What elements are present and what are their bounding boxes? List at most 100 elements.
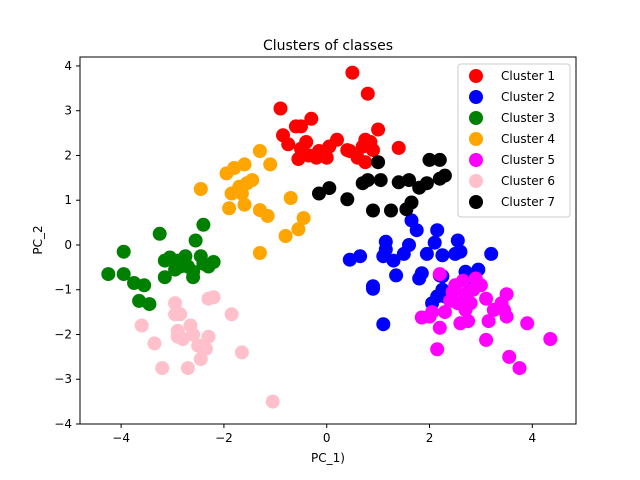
plot-border bbox=[79, 56, 577, 425]
data-point bbox=[237, 157, 252, 172]
data-point bbox=[404, 195, 419, 210]
data-point bbox=[186, 270, 201, 285]
data-point bbox=[345, 65, 360, 80]
data-point bbox=[450, 233, 465, 248]
data-point bbox=[479, 332, 494, 347]
data-point bbox=[234, 345, 249, 360]
y-tick-label: 4 bbox=[64, 59, 72, 73]
y-tick-label: 3 bbox=[64, 104, 72, 118]
data-point bbox=[402, 173, 416, 188]
data-point bbox=[371, 122, 386, 137]
legend-label: Cluster 6 bbox=[501, 174, 555, 188]
data-point bbox=[304, 111, 319, 126]
data-point bbox=[463, 296, 478, 311]
x-axis-label: PC_1) bbox=[311, 451, 345, 465]
data-point bbox=[437, 305, 452, 320]
x-tick-label: −4 bbox=[112, 431, 130, 445]
legend-box bbox=[457, 63, 571, 218]
data-point bbox=[360, 173, 375, 188]
data-point bbox=[201, 329, 216, 344]
legend-label: Cluster 5 bbox=[501, 153, 555, 167]
data-point bbox=[340, 192, 355, 207]
data-point bbox=[473, 278, 488, 293]
data-point bbox=[296, 211, 311, 226]
y-tick-label: −2 bbox=[54, 327, 72, 341]
data-point bbox=[512, 361, 527, 376]
data-point bbox=[376, 317, 391, 332]
data-point bbox=[273, 101, 288, 116]
data-point bbox=[134, 318, 149, 333]
data-point bbox=[386, 253, 401, 268]
data-point bbox=[402, 238, 416, 252]
data-point bbox=[425, 305, 440, 320]
data-point bbox=[196, 217, 211, 232]
data-point bbox=[384, 203, 398, 218]
series-7 bbox=[312, 152, 452, 218]
legend-marker bbox=[469, 174, 483, 188]
data-point bbox=[389, 268, 404, 283]
data-point bbox=[283, 191, 298, 205]
data-point bbox=[419, 176, 434, 191]
data-point bbox=[484, 246, 499, 261]
data-point bbox=[173, 307, 188, 322]
data-point bbox=[198, 341, 213, 356]
legend-marker bbox=[469, 111, 483, 125]
data-point bbox=[252, 246, 267, 260]
data-point bbox=[142, 297, 157, 312]
data-point bbox=[168, 296, 183, 311]
series-6 bbox=[134, 290, 280, 409]
data-point bbox=[499, 287, 514, 302]
series-5 bbox=[414, 267, 558, 376]
data-point bbox=[371, 155, 386, 170]
data-point bbox=[373, 173, 388, 188]
data-point bbox=[278, 229, 293, 243]
y-axis: −4 −3 −2 −1 0 1 2 3 4 bbox=[54, 59, 80, 431]
data-point bbox=[116, 244, 131, 259]
data-point bbox=[155, 361, 170, 376]
data-point bbox=[479, 291, 494, 306]
y-tick-label: −4 bbox=[54, 417, 72, 431]
data-point bbox=[520, 316, 535, 331]
series-1 bbox=[273, 65, 406, 170]
data-point bbox=[437, 168, 452, 183]
legend-marker bbox=[469, 132, 483, 146]
data-point bbox=[366, 143, 380, 158]
data-point bbox=[378, 242, 393, 257]
y-tick-label: 2 bbox=[64, 148, 72, 162]
data-point bbox=[322, 181, 337, 196]
legend-marker bbox=[469, 69, 483, 83]
data-point bbox=[245, 173, 260, 188]
data-point bbox=[137, 278, 152, 293]
y-tick-label: −3 bbox=[54, 372, 72, 386]
data-point bbox=[461, 314, 476, 329]
data-point bbox=[358, 155, 373, 170]
data-point bbox=[101, 267, 116, 282]
data-point bbox=[260, 208, 275, 223]
legend-label: Cluster 1 bbox=[501, 69, 555, 83]
data-point bbox=[291, 222, 306, 237]
legend-marker bbox=[469, 195, 483, 209]
data-point bbox=[186, 327, 201, 342]
data-point bbox=[432, 152, 447, 167]
y-tick-label: 0 bbox=[64, 238, 72, 252]
data-point bbox=[366, 203, 380, 218]
legend-label: Cluster 3 bbox=[501, 111, 555, 125]
data-point bbox=[455, 273, 470, 288]
data-point bbox=[312, 186, 326, 201]
y-tick-label: −1 bbox=[54, 283, 72, 297]
y-axis-label: PC_2 bbox=[31, 225, 45, 254]
x-tick-label: −2 bbox=[215, 431, 233, 445]
points-layer bbox=[101, 65, 558, 409]
data-point bbox=[222, 201, 237, 216]
data-point bbox=[188, 233, 203, 248]
data-point bbox=[432, 267, 447, 282]
data-point bbox=[206, 255, 221, 269]
data-point bbox=[409, 223, 424, 238]
data-point bbox=[543, 332, 558, 346]
data-point bbox=[419, 246, 434, 261]
series-4 bbox=[193, 144, 311, 260]
x-axis: −4 −2 0 2 4 bbox=[112, 424, 536, 445]
y-tick-label: 1 bbox=[64, 193, 72, 207]
